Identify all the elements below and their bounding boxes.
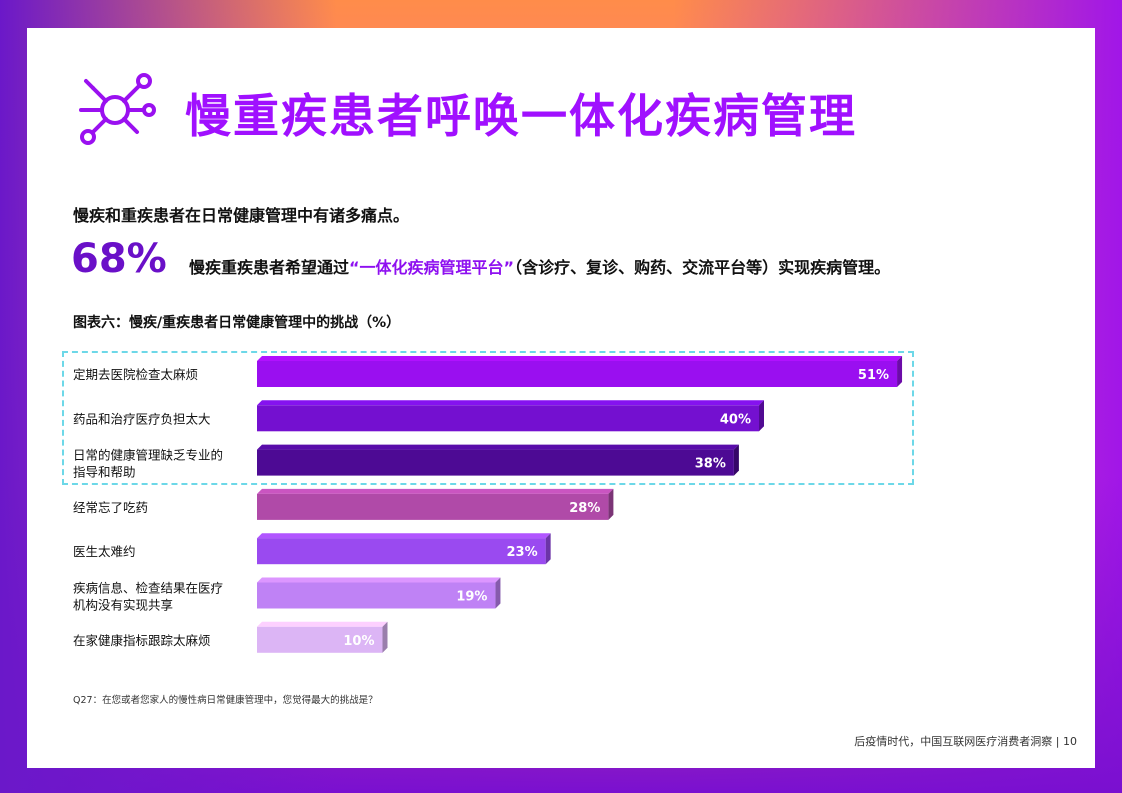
bar-side-face <box>733 444 739 476</box>
page-title: 慢重疾患者呼唤一体化疾病管理 <box>185 89 857 143</box>
bar-side-face <box>897 356 903 387</box>
bar-top-face <box>257 533 551 539</box>
stat-text-after: （含诊疗、复诊、购药、交流平台等）实现疾病管理。 <box>514 258 891 277</box>
bar-value-label: 28% <box>569 501 600 516</box>
category-label: 药品和治疗医疗负担太大 <box>73 411 211 426</box>
bar-top-face <box>257 400 764 406</box>
bar <box>257 538 546 565</box>
footer: 后疫情时代，中国互联网医疗消费者洞察 | 10 <box>854 735 1077 748</box>
category-label: 定期去医院检查太麻烦 <box>73 367 198 382</box>
network-hub-icon <box>79 73 156 145</box>
bar-chart: 定期去医院检查太麻烦 51% 药品和治疗医疗负担太大 40% 日常的健康管理缺乏专业的指… <box>73 356 903 653</box>
stat-percentage: 68% <box>71 236 167 282</box>
category-label: 经常忘了吃药 <box>73 500 148 515</box>
bar <box>257 626 383 653</box>
footnote: Q27：在您或者您家人的慢性病日常健康管理中，您觉得最大的挑战是？ <box>73 695 378 706</box>
bar <box>257 405 759 432</box>
category-label: 疾病信息、检查结果在医疗机构没有实现共享 <box>73 581 223 613</box>
bar-value-label: 51% <box>858 368 889 383</box>
bar-top-face <box>257 444 739 450</box>
bar-top-face <box>257 577 501 583</box>
stat-text-before: 慢疾重疾患者希望通过 <box>189 258 350 277</box>
bar-side-face <box>382 621 388 653</box>
bar-top-face <box>257 356 903 361</box>
bar-side-face <box>608 488 614 520</box>
bar-side-face <box>759 400 764 432</box>
bar <box>257 582 496 609</box>
subtitle: 慢疾和重疾患者在日常健康管理中有诸多痛点。 <box>73 206 410 225</box>
stat-text-highlight: “一体化疾病管理平台” <box>349 258 515 277</box>
bar-value-label: 10% <box>343 634 374 649</box>
bar-side-face <box>495 577 501 609</box>
bar-top-face <box>257 488 614 494</box>
report-page: 慢重疾患者呼唤一体化疾病管理 慢疾和重疾患者在日常健康管理中有诸多痛点。 68%… <box>27 28 1095 768</box>
bar-top-face <box>257 621 388 627</box>
bar-side-face <box>545 533 551 565</box>
highlight-box <box>62 351 914 485</box>
chart-title: 图表六：慢疾/重疾患者日常健康管理中的挑战（%） <box>73 315 401 331</box>
bar-value-label: 19% <box>456 590 487 605</box>
stat-description: 慢疾重疾患者希望通过“一体化疾病管理平台”（含诊疗、复诊、购药、交流平台等）实现… <box>189 254 890 278</box>
bar-value-label: 23% <box>507 545 538 560</box>
category-label: 日常的健康管理缺乏专业的指导和帮助 <box>73 448 223 480</box>
bar <box>257 449 734 476</box>
bar <box>257 493 609 520</box>
bar-value-label: 40% <box>720 412 751 427</box>
bar <box>257 361 898 387</box>
bar-value-label: 38% <box>695 457 726 472</box>
category-label: 医生太难约 <box>73 544 136 559</box>
category-label: 在家健康指标跟踪太麻烦 <box>73 633 211 648</box>
